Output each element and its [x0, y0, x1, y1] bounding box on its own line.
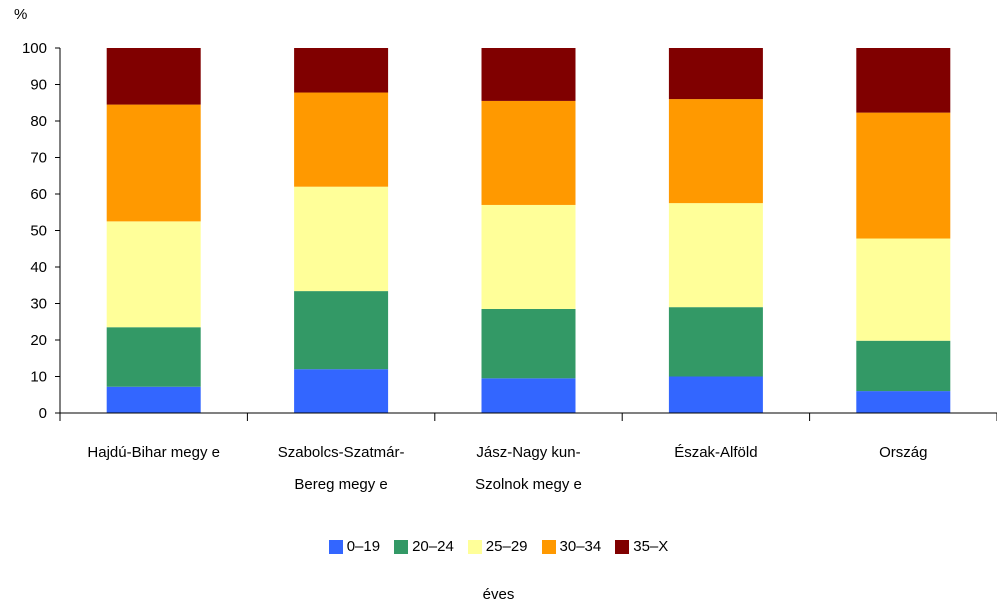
y-axis-unit: %: [14, 6, 27, 23]
legend: 0–19 20–24 25–29 30–34 35–X: [0, 538, 997, 555]
x-tick-labels: Hajdú-Bihar megy e Szabolcs-Szatmár- Bereg…: [87, 444, 927, 493]
x-tick-label: Szolnok megy e: [475, 476, 582, 493]
bar-segment: [106, 48, 201, 105]
bar-segment: [106, 327, 201, 387]
legend-label: 20–24: [412, 538, 454, 555]
bar-segment: [106, 104, 201, 222]
bar-segment: [106, 221, 201, 328]
x-tick-label: Szabolcs-Szatmár-: [278, 444, 405, 461]
x-tick-label: Észak-Alföld: [674, 444, 757, 461]
bar-segment: [481, 378, 576, 413]
bar-segment: [668, 307, 763, 377]
bar-segment: [856, 48, 951, 113]
legend-item: 0–19: [328, 538, 381, 555]
bar-segment: [294, 92, 389, 187]
legend-item: 30–34: [541, 538, 602, 555]
stacked-bar-chart: % 0 10 20 30 40 50 60 70 80 90 100 Hajdú-Bihar meg…: [14, 6, 997, 493]
y-tick-label: 70: [30, 150, 47, 167]
bar-segment: [856, 340, 951, 392]
y-tick-label: 100: [22, 40, 47, 57]
bar-segment: [294, 186, 389, 292]
legend-item: 35–X: [615, 538, 668, 555]
bar-segment: [856, 112, 951, 239]
bar-segment: [856, 238, 951, 341]
y-tick-label: 90: [30, 77, 47, 94]
x-axis-title: éves: [482, 586, 515, 603]
legend-swatch: [541, 539, 556, 554]
legend-label: 0–19: [346, 538, 381, 555]
legend-swatch: [394, 539, 409, 554]
bar-segment: [668, 203, 763, 308]
bar-segment: [294, 48, 389, 93]
bar-segment: [481, 308, 576, 379]
y-tick-label: 80: [30, 113, 47, 130]
legend-swatch: [328, 539, 343, 554]
bar-segment: [856, 391, 951, 413]
legend-label: 25–29: [485, 538, 528, 555]
y-tick-label: 30: [30, 296, 47, 313]
y-axis: 0 10 20 30 40 50 60 70 80 90 100: [22, 40, 61, 422]
legend-label: 30–34: [559, 538, 602, 555]
bar-segment: [668, 99, 763, 204]
x-tick-label: Ország: [879, 444, 927, 461]
y-tick-label: 20: [30, 332, 47, 349]
bar-segment: [294, 369, 389, 413]
legend-item: 20–24: [394, 538, 454, 555]
bar-segment: [481, 48, 576, 101]
x-tick-label: Bereg megy e: [294, 476, 387, 493]
legend-item: 25–29: [467, 538, 528, 555]
bar-segment: [668, 48, 763, 100]
y-tick-label: 60: [30, 186, 47, 203]
y-tick-label: 50: [30, 223, 47, 240]
y-tick-label: 40: [30, 259, 47, 276]
bar-segment: [106, 386, 201, 413]
bars: [106, 48, 951, 413]
x-tick-label: Hajdú-Bihar megy e: [87, 444, 220, 461]
y-tick-label: 10: [30, 369, 47, 386]
x-tick-label: Jász-Nagy kun-: [476, 444, 580, 461]
bar-segment: [481, 204, 576, 309]
bar-segment: [481, 100, 576, 205]
legend-swatch: [467, 539, 482, 554]
y-tick-label: 0: [39, 405, 47, 422]
legend-swatch: [615, 539, 630, 554]
bar-segment: [294, 291, 389, 370]
bar-segment: [668, 376, 763, 413]
x-axis: [59, 412, 997, 421]
legend-label: 35–X: [633, 538, 669, 555]
